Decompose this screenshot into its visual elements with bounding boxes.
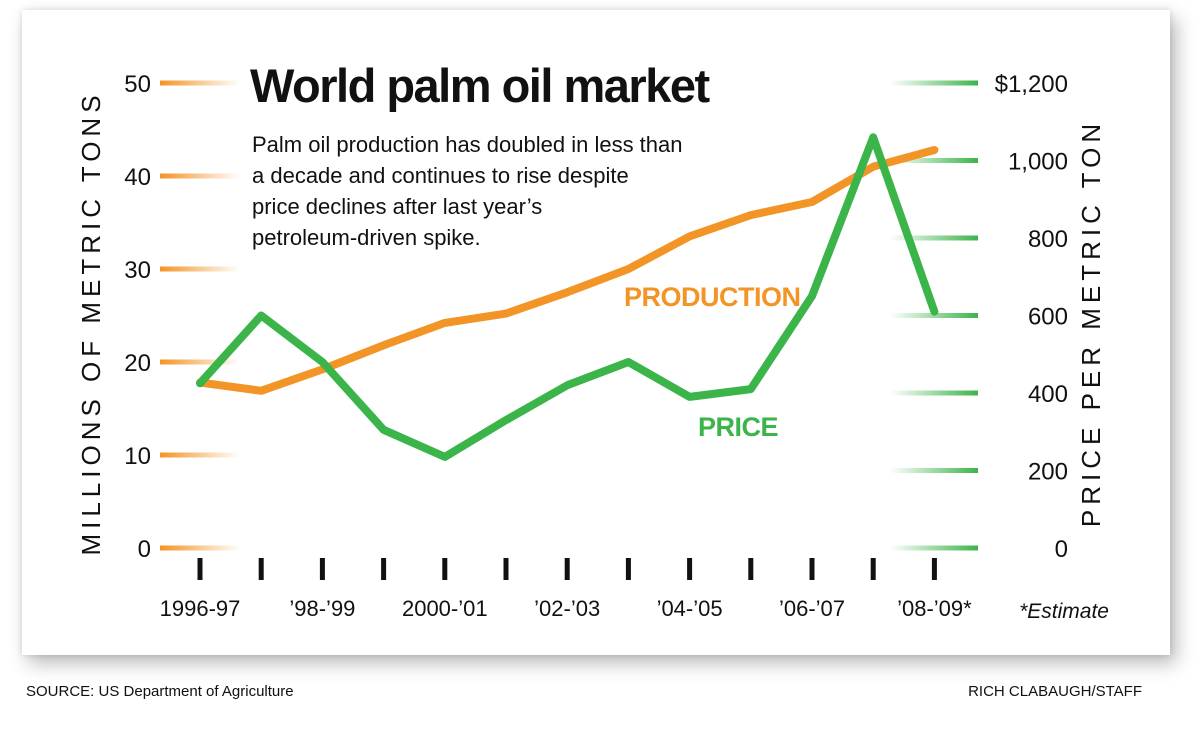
left-axis-tick — [160, 173, 240, 179]
right-axis-tick-label: 0 — [1055, 536, 1068, 563]
x-axis-tick — [748, 558, 754, 580]
x-axis-tick-label: ’08-’09* — [897, 596, 972, 621]
x-axis-tick-label: ’98-’99 — [289, 596, 355, 621]
x-axis: 1996-97 ’98-’99 2000-’01 ’02-’03 ’04-’05 ’06-… — [160, 558, 972, 621]
x-axis-tick — [442, 558, 448, 580]
left-axis-tick — [160, 80, 240, 86]
x-axis-tick — [625, 558, 631, 580]
production-series-label: PRODUCTION — [624, 282, 801, 312]
x-axis-tick — [197, 558, 203, 580]
left-axis-tick — [160, 452, 240, 458]
left-axis-tick — [160, 266, 240, 272]
x-axis-tick-label: 2000-’01 — [402, 596, 488, 621]
left-axis-tick-label: 30 — [124, 257, 151, 284]
left-axis-tick-label: 0 — [138, 536, 151, 563]
price-series-label: PRICE — [698, 412, 778, 442]
right-axis-tick — [890, 545, 978, 551]
x-axis-tick — [381, 558, 387, 580]
left-axis-tick-label: 40 — [124, 164, 151, 191]
chart-area: 0 10 20 30 40 50 0 200 400 600 800 1,000 $1,200 199… — [76, 59, 1109, 623]
left-axis-label: MILLIONS OF METRIC TONS — [76, 90, 106, 555]
chart-title: World palm oil market — [250, 59, 710, 112]
x-axis-tick — [319, 558, 325, 580]
left-axis-tick — [160, 545, 240, 551]
chart-subtitle-line: Palm oil production has doubled in less … — [252, 132, 683, 157]
left-axis-tick — [160, 359, 240, 365]
right-axis-tick — [890, 235, 978, 241]
artist-credit: RICH CLABAUGH/STAFF — [968, 683, 1142, 700]
left-axis: 0 10 20 30 40 50 — [124, 71, 240, 563]
x-axis-tick-label: ’06-’07 — [779, 596, 845, 621]
x-axis-tick — [687, 558, 693, 580]
right-axis-tick-label: 200 — [1028, 459, 1068, 486]
right-axis-tick — [890, 80, 978, 86]
estimate-note: *Estimate — [1019, 600, 1109, 623]
chart-subtitle-line: petroleum-driven spike. — [252, 225, 481, 250]
right-axis-tick-label: $1,200 — [995, 71, 1068, 98]
x-axis-tick — [564, 558, 570, 580]
right-axis-tick-label: 1,000 — [1008, 149, 1068, 176]
x-axis-tick-label: ’04-’05 — [657, 596, 723, 621]
x-axis-tick — [870, 558, 876, 580]
x-axis-tick — [503, 558, 509, 580]
right-axis-tick — [890, 158, 978, 163]
chart-subtitle: Palm oil production has doubled in less … — [252, 132, 683, 250]
right-axis: 0 200 400 600 800 1,000 $1,200 — [890, 71, 1068, 563]
left-axis-tick-label: 10 — [124, 443, 151, 470]
x-axis-tick — [258, 558, 264, 580]
x-axis-tick-label: ’02-’03 — [534, 596, 600, 621]
series-layer — [196, 133, 939, 461]
chart-card: 0 10 20 30 40 50 0 200 400 600 800 1,000 $1,200 199… — [22, 10, 1170, 655]
right-axis-tick-label: 800 — [1028, 226, 1068, 253]
chart-subtitle-line: a decade and continues to rise despite — [252, 163, 629, 188]
right-axis-tick-label: 400 — [1028, 381, 1068, 408]
source-credit: SOURCE: US Department of Agriculture — [26, 683, 294, 700]
x-axis-tick — [931, 558, 937, 580]
x-axis-tick-label: 1996-97 — [160, 596, 241, 621]
right-axis-tick — [890, 468, 978, 473]
chart-subtitle-line: price declines after last year’s — [252, 194, 542, 219]
right-axis-tick-label: 600 — [1028, 304, 1068, 331]
x-axis-tick — [809, 558, 815, 580]
right-axis-tick — [890, 390, 978, 396]
left-axis-tick-label: 20 — [124, 350, 151, 377]
left-axis-tick-label: 50 — [124, 71, 151, 98]
right-axis-label: PRICE PER METRIC TON — [1076, 119, 1106, 527]
